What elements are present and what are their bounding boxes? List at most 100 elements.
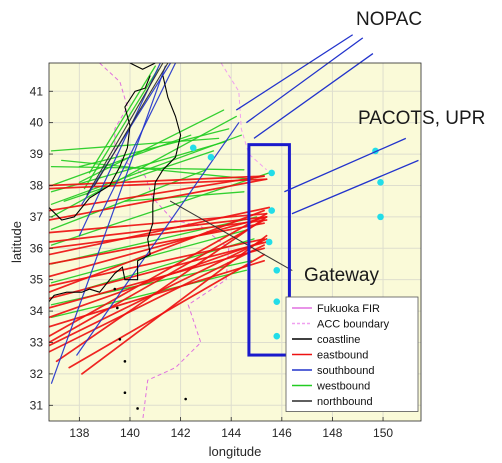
eastbound-route (49, 222, 265, 265)
fukuoka-fir-boundary (99, 63, 230, 421)
island (116, 306, 119, 310)
westbound-route (124, 191, 245, 202)
legend-label: ACC boundary (317, 319, 390, 331)
plot-content (49, 63, 384, 421)
waypoint-dot (268, 169, 275, 177)
island (123, 391, 127, 395)
westbound-route (50, 269, 248, 319)
eastbound-route (49, 175, 265, 212)
legend-label: Fukuoka FIR (317, 303, 380, 315)
y-tick-label: 40 (30, 116, 44, 130)
eastbound-route (49, 212, 268, 338)
coastline-segment (49, 75, 182, 303)
eastbound-route (49, 212, 268, 234)
legend-label: eastbound (317, 350, 368, 362)
westbound-route (50, 115, 237, 218)
x-tick-label: 150 (373, 426, 393, 440)
y-tick-label: 36 (30, 241, 44, 255)
eastbound-route (49, 219, 268, 250)
westbound-route (83, 68, 159, 190)
westbound-route (50, 134, 242, 205)
coastline (49, 63, 187, 410)
eastbound-route (55, 216, 268, 363)
y-tick-label: 31 (30, 398, 44, 412)
island (136, 407, 139, 410)
plot-frame (48, 62, 422, 422)
eastbound-route (49, 241, 263, 319)
westbound-route (78, 128, 230, 168)
y-tick-label: 37 (30, 210, 44, 224)
gateway-label: Gateway (304, 265, 379, 286)
y-axis-label: latitude (9, 221, 24, 263)
eastbound-route (49, 206, 271, 256)
coastline-segment (49, 75, 151, 221)
nopac-label: NOPAC (356, 9, 422, 30)
eastbound-route (49, 216, 268, 243)
westbound-route (50, 216, 258, 265)
x-tick-label: 140 (120, 426, 140, 440)
westbound-route (50, 228, 250, 284)
x-axis-label: longitude (209, 444, 262, 459)
y-tick-label: 41 (30, 84, 44, 98)
track-line (253, 53, 374, 139)
waypoint-dot (207, 153, 215, 161)
waypoint-dot (273, 266, 281, 274)
eastbound-route (49, 244, 265, 353)
waypoint-dot (377, 213, 384, 221)
southbound-route (50, 65, 166, 384)
y-tick-label: 34 (30, 304, 44, 318)
y-tick-label: 38 (30, 178, 44, 192)
waypoints (189, 144, 384, 340)
outside-tracks (235, 34, 419, 215)
waypoint-dot (268, 207, 275, 214)
x-tick-label: 144 (221, 426, 241, 440)
legend-label: westbound (316, 381, 370, 393)
westbound-route (88, 65, 156, 174)
y-tick-label: 32 (30, 367, 44, 381)
eastbound-routes (49, 175, 271, 375)
track-line (284, 137, 407, 193)
legend-label: northbound (317, 396, 373, 408)
eastbound-route (49, 219, 265, 344)
waypoint-dot (265, 238, 273, 246)
waypoint-dot (273, 298, 281, 305)
eastbound-route (49, 178, 268, 221)
island (123, 360, 127, 363)
coastline-segment (129, 63, 156, 70)
pacots-label: PACOTS, UPR (358, 108, 485, 129)
acc-line (220, 63, 267, 171)
x-tick-label: 142 (171, 426, 191, 440)
y-tick-label: 33 (30, 335, 44, 349)
legend-label: coastline (317, 334, 360, 346)
waypoint-dot (377, 179, 384, 186)
y-tick-label: 35 (30, 273, 44, 287)
x-tick-label: 146 (272, 426, 292, 440)
acc-boundary (220, 63, 267, 171)
northbound-route (169, 200, 293, 271)
legend: Fukuoka FIR ACC boundary coastline eastboun… (285, 296, 419, 412)
legend-label: southbound (317, 365, 375, 377)
eastbound-route (49, 209, 265, 294)
northbound-routes (86, 63, 293, 271)
y-axis-ticks: 31 32 33 34 35 36 37 38 39 40 41 (30, 84, 53, 412)
island (118, 338, 122, 341)
westbound-route (50, 134, 192, 187)
track-line (291, 159, 419, 215)
southbound-route (98, 63, 177, 218)
eastbound-route (81, 234, 268, 375)
x-tick-label: 138 (69, 426, 89, 440)
fir-line (99, 63, 230, 421)
island (113, 287, 117, 291)
track-line (246, 37, 364, 124)
track-line (235, 34, 354, 111)
x-axis-ticks: 138 140 142 144 146 148 150 (69, 417, 393, 440)
island (184, 397, 187, 401)
gateway-box (247, 143, 291, 357)
y-tick-label: 39 (30, 147, 44, 161)
southbound-route (76, 122, 240, 356)
northbound-route (94, 63, 169, 187)
waypoint-dot (189, 144, 197, 152)
eastbound-route (49, 216, 268, 278)
northbound-route (86, 63, 164, 196)
